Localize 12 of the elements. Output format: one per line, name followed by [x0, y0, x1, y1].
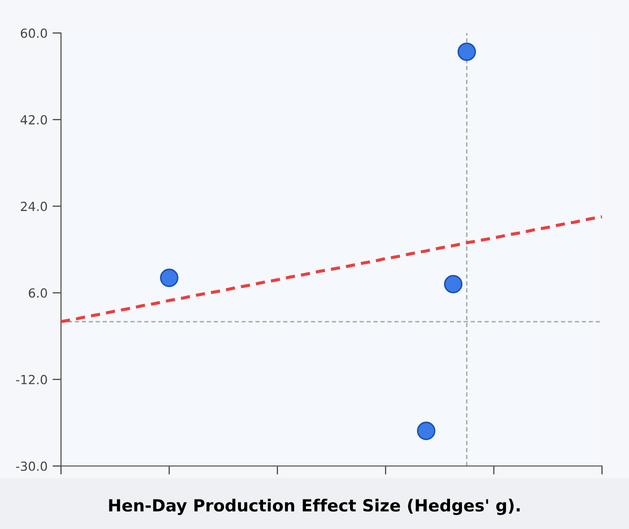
y-tick-label: -12.0: [16, 374, 47, 384]
x-axis-title: Hen-Day Production Effect Size (Hedges' g).: [109, 498, 520, 515]
y-tick-label: 60.0: [20, 28, 47, 38]
point: [160, 268, 178, 288]
point: [458, 42, 476, 61]
point: [416, 422, 436, 440]
y-tick-label: 24.0: [20, 202, 47, 212]
line-series: [59, 215, 604, 324]
y-tick-label: 42.0: [20, 115, 47, 125]
y-tick-label: -30.0: [16, 461, 47, 471]
point: [444, 274, 462, 294]
y-tick-label: 6.0: [28, 288, 47, 298]
